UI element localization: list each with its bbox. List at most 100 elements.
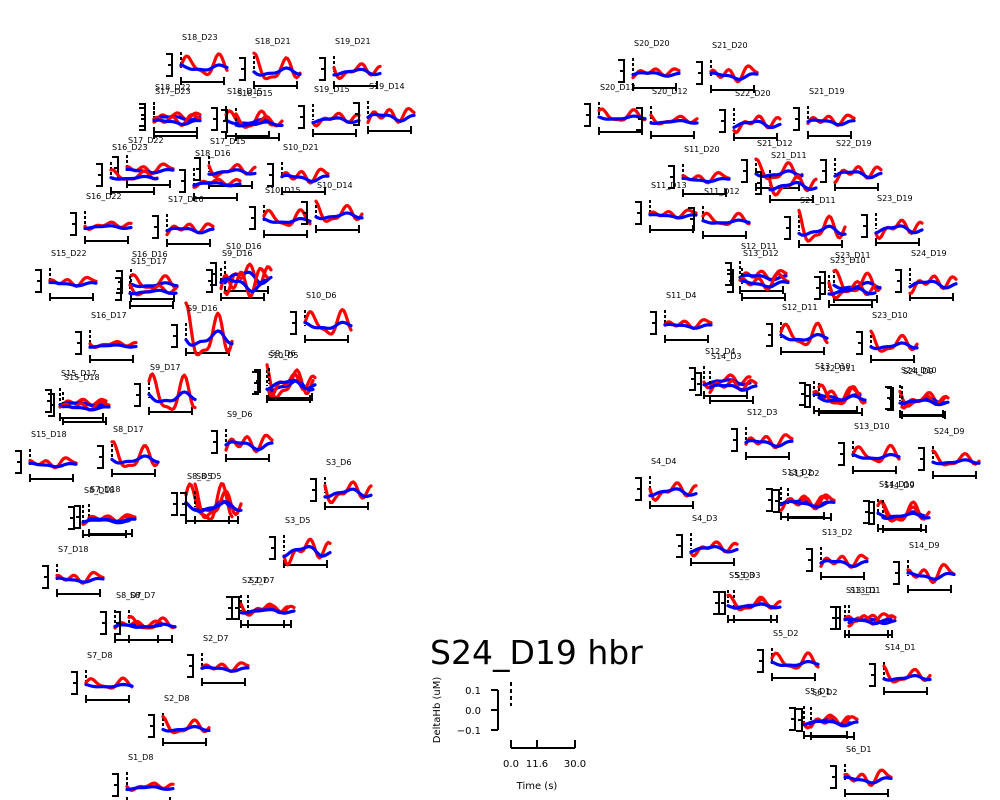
channel-x-axis [111,469,156,477]
channel-x-axis [870,355,915,363]
hbr-trace [152,118,202,126]
channel-label: S3_D6 [326,458,351,467]
hbr-trace [200,665,250,673]
legend-ytick-bottom: −0.1 [457,726,481,737]
channel-plot: S4_D4 [635,457,698,509]
channel-x-axis [324,502,369,510]
legend-x-axis [510,740,576,749]
channel-y-axis [868,501,875,525]
hbo-trace [193,482,243,520]
channel-x-axis [220,293,265,301]
channel-plot: S7_D18 [74,485,137,537]
channel-x-axis [733,615,778,623]
hbr-trace [332,67,382,77]
legend-xlabel: Time (s) [516,781,558,792]
channel-x-axis [62,417,107,425]
hbr-trace [223,270,273,286]
channel-x-axis [304,335,349,343]
hbr-trace [366,112,416,123]
hbo-trace [768,174,818,197]
channel-plot: S12_D11 [725,242,788,294]
channel-plot: S8_D7 [114,591,177,643]
legend-xtick-start: 0.0 [503,759,519,770]
hbr-trace [843,775,893,785]
channel-x-axis [709,396,754,404]
channel-y-axis [856,331,863,355]
legend-title: S24_D19 hbr [430,633,643,672]
hbr-trace [648,212,698,220]
channel-x-axis [166,239,211,247]
channel-label: S9_D16 [222,249,253,258]
channel-y-axis [96,163,103,187]
channel-plot: S19_D14 [353,82,416,134]
hbr-trace [192,181,242,188]
hbo-trace [738,268,788,282]
hbr-trace [851,453,901,461]
channel-label: S22_D19 [836,139,872,148]
channel-plot: S13_D1 [830,586,893,638]
hbr-trace [314,211,364,221]
channel-x-axis [901,411,946,419]
channel-y-axis [668,165,675,189]
channel-x-axis [89,355,134,363]
channel-y-axis [211,430,218,454]
hbr-trace [282,545,332,559]
channel-x-axis [852,466,897,474]
channel-y-axis [112,773,119,797]
channel-label: S15_D17 [131,257,167,266]
hbr-trace [84,682,134,689]
channel-label: S8_D5 [187,472,212,481]
channel-x-axis [49,293,94,301]
channel-y-axis [688,207,695,231]
channel-plot: S12_D11 [766,303,829,355]
channel-x-axis [315,225,360,233]
hbr-trace [184,329,234,347]
channel-x-axis [110,187,155,195]
channel-x-axis [130,294,175,302]
channel-x-axis [650,131,695,139]
hbr-trace [754,169,804,178]
channel-y-axis [252,371,259,395]
channel-plot: S18_D15 [221,89,284,141]
channel-plot: S5_D2 [757,629,820,681]
channel-plot: S10_D15 [249,186,312,238]
channel-label: S5_D3 [735,571,760,580]
hbr-trace [708,383,758,392]
channel-y-axis [741,159,748,183]
channel-label: S10_D6 [306,291,337,300]
channel-y-axis [757,649,764,673]
channel-label: S13_D10 [854,422,890,431]
channel-plot: S16_D17 [75,311,138,363]
channel-x-axis [810,732,855,740]
channel-label: S2_D8 [164,694,189,703]
channel-x-axis [29,474,74,482]
hbo-trace [779,321,829,347]
hbo-trace [908,274,958,295]
channel-plot: S2_D8 [148,694,211,746]
channel-y-axis [784,216,791,240]
channel-plot: S18_D23 [166,33,229,85]
channel-label: S15_D17 [61,369,97,378]
channel-y-axis [45,389,52,413]
hbr-trace [129,281,179,289]
channel-label: S16_D23 [112,143,148,152]
channel-x-axis [745,452,790,460]
channel-label: S23_D10 [830,256,866,265]
channel-label: S21_D11 [771,151,807,160]
channel-x-axis [88,529,133,537]
channel-y-axis [695,372,702,396]
channel-label: S16_D17 [91,311,127,320]
channel-x-axis [882,525,927,533]
channel-label: S9_D17 [150,363,181,372]
channel-y-axis [115,277,122,301]
channel-y-axis [74,505,81,529]
channel-y-axis [814,276,821,300]
channel-y-axis [636,107,643,131]
channel-plot: S14_D9 [868,481,931,533]
hbo-trace [906,562,956,585]
channel-plot: S14_D9 [893,541,956,593]
hbo-trace [797,208,847,243]
hbr-trace [323,487,373,499]
channel-x-axis [129,301,174,309]
